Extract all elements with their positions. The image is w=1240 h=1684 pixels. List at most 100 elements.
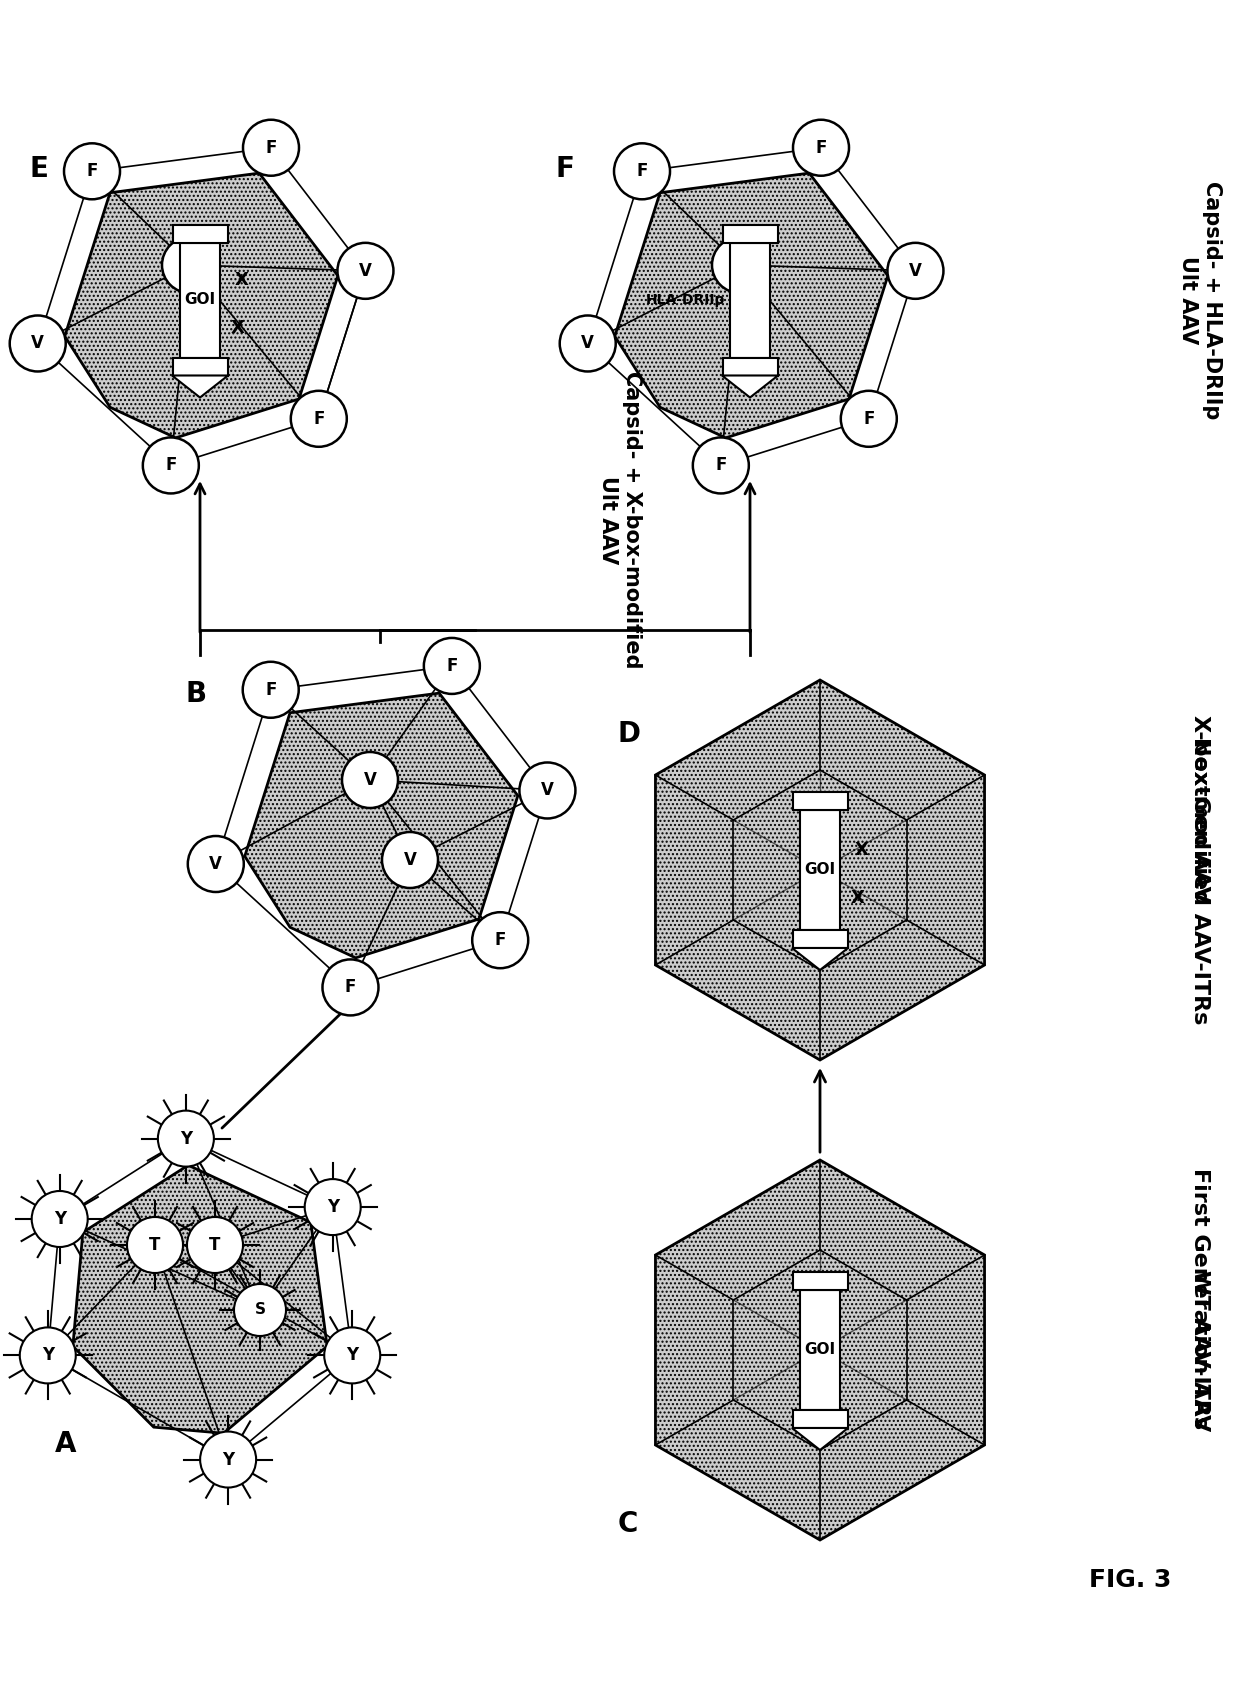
Text: F: F (265, 138, 277, 157)
Circle shape (200, 1431, 257, 1487)
Text: X: X (851, 889, 866, 908)
Circle shape (614, 143, 670, 199)
Text: Y: Y (180, 1130, 192, 1147)
Circle shape (20, 1327, 76, 1384)
Circle shape (342, 753, 398, 808)
Polygon shape (172, 376, 228, 397)
Bar (172, 357, 227, 376)
Circle shape (888, 242, 944, 298)
Circle shape (64, 143, 120, 199)
Bar (723, 224, 777, 242)
Circle shape (559, 315, 616, 372)
Text: Capsid- + X-box-modified
Ult AAV: Capsid- + X-box-modified Ult AAV (599, 370, 641, 669)
Bar (180, 242, 219, 357)
Text: GOI: GOI (185, 293, 216, 308)
Text: F: F (556, 155, 574, 184)
Circle shape (337, 242, 393, 298)
Circle shape (712, 237, 768, 293)
Circle shape (243, 120, 299, 175)
Text: GOI: GOI (805, 1342, 836, 1357)
Text: V: V (909, 261, 921, 280)
Circle shape (424, 638, 480, 694)
Polygon shape (615, 173, 888, 438)
Text: NextGen AAV: NextGen AAV (1190, 738, 1210, 903)
Text: F: F (165, 456, 176, 475)
Circle shape (10, 315, 66, 372)
Text: X: X (236, 271, 249, 290)
Circle shape (243, 662, 299, 717)
Text: First Generation AAV: First Generation AAV (1190, 1169, 1210, 1431)
Text: GOI: GOI (805, 862, 836, 877)
Bar (800, 1290, 839, 1410)
Text: F: F (446, 657, 458, 675)
Text: F: F (314, 409, 325, 428)
Text: Capsid- + HLA-DRIIp
Ult AAV: Capsid- + HLA-DRIIp Ult AAV (1178, 180, 1221, 419)
Circle shape (157, 1111, 213, 1167)
Bar (792, 1271, 847, 1290)
Text: WT AAV-ITRs: WT AAV-ITRs (1190, 1270, 1210, 1430)
Text: T: T (149, 1236, 161, 1255)
Text: F: F (87, 162, 98, 180)
Bar (792, 1410, 847, 1428)
Circle shape (187, 835, 244, 893)
Circle shape (291, 391, 347, 446)
Circle shape (693, 438, 749, 493)
Circle shape (305, 1179, 361, 1234)
Circle shape (520, 763, 575, 818)
Bar (792, 791, 847, 810)
Text: FIG. 3: FIG. 3 (1089, 1568, 1172, 1591)
Circle shape (472, 913, 528, 968)
Text: E: E (30, 155, 48, 184)
Polygon shape (722, 376, 777, 397)
Polygon shape (656, 1160, 985, 1539)
Text: F: F (863, 409, 874, 428)
Circle shape (126, 1218, 184, 1273)
Text: B: B (185, 680, 206, 707)
Text: F: F (715, 456, 727, 475)
Circle shape (32, 1191, 88, 1246)
Bar (730, 242, 770, 357)
Text: D: D (618, 721, 641, 748)
Circle shape (322, 960, 378, 1015)
Text: V: V (582, 335, 594, 352)
Text: V: V (360, 261, 372, 280)
Text: F: F (816, 138, 827, 157)
Text: F: F (265, 680, 277, 699)
Text: X: X (231, 318, 246, 337)
Text: Y: Y (53, 1211, 66, 1228)
Text: Y: Y (222, 1450, 234, 1468)
Polygon shape (792, 948, 848, 970)
Polygon shape (73, 1165, 327, 1433)
Text: V: V (403, 850, 417, 869)
Circle shape (162, 237, 218, 293)
Text: V: V (31, 335, 45, 352)
Text: C: C (618, 1511, 639, 1537)
Text: V: V (210, 855, 222, 872)
Bar (172, 224, 227, 242)
Circle shape (187, 1218, 243, 1273)
Text: V: V (363, 771, 377, 790)
Text: X-box-modified AAV-ITRs: X-box-modified AAV-ITRs (1190, 716, 1210, 1024)
Polygon shape (64, 173, 337, 438)
Text: V: V (184, 256, 196, 274)
Circle shape (143, 438, 198, 493)
Text: F: F (495, 931, 506, 950)
Polygon shape (656, 680, 985, 1059)
Text: HLA-DRIIp: HLA-DRIIp (646, 293, 725, 306)
Circle shape (841, 391, 897, 446)
Polygon shape (244, 694, 518, 958)
Text: V: V (541, 781, 554, 800)
Text: Y: Y (346, 1347, 358, 1364)
Text: T: T (210, 1236, 221, 1255)
Text: X: X (856, 840, 869, 859)
Text: S: S (254, 1302, 265, 1317)
Text: F: F (636, 162, 647, 180)
Text: A: A (55, 1430, 77, 1458)
Circle shape (382, 832, 438, 887)
Bar (723, 357, 777, 376)
Text: Y: Y (326, 1197, 339, 1216)
Circle shape (324, 1327, 381, 1384)
Text: V: V (734, 256, 746, 274)
Bar (792, 930, 847, 948)
Text: F: F (345, 978, 356, 997)
